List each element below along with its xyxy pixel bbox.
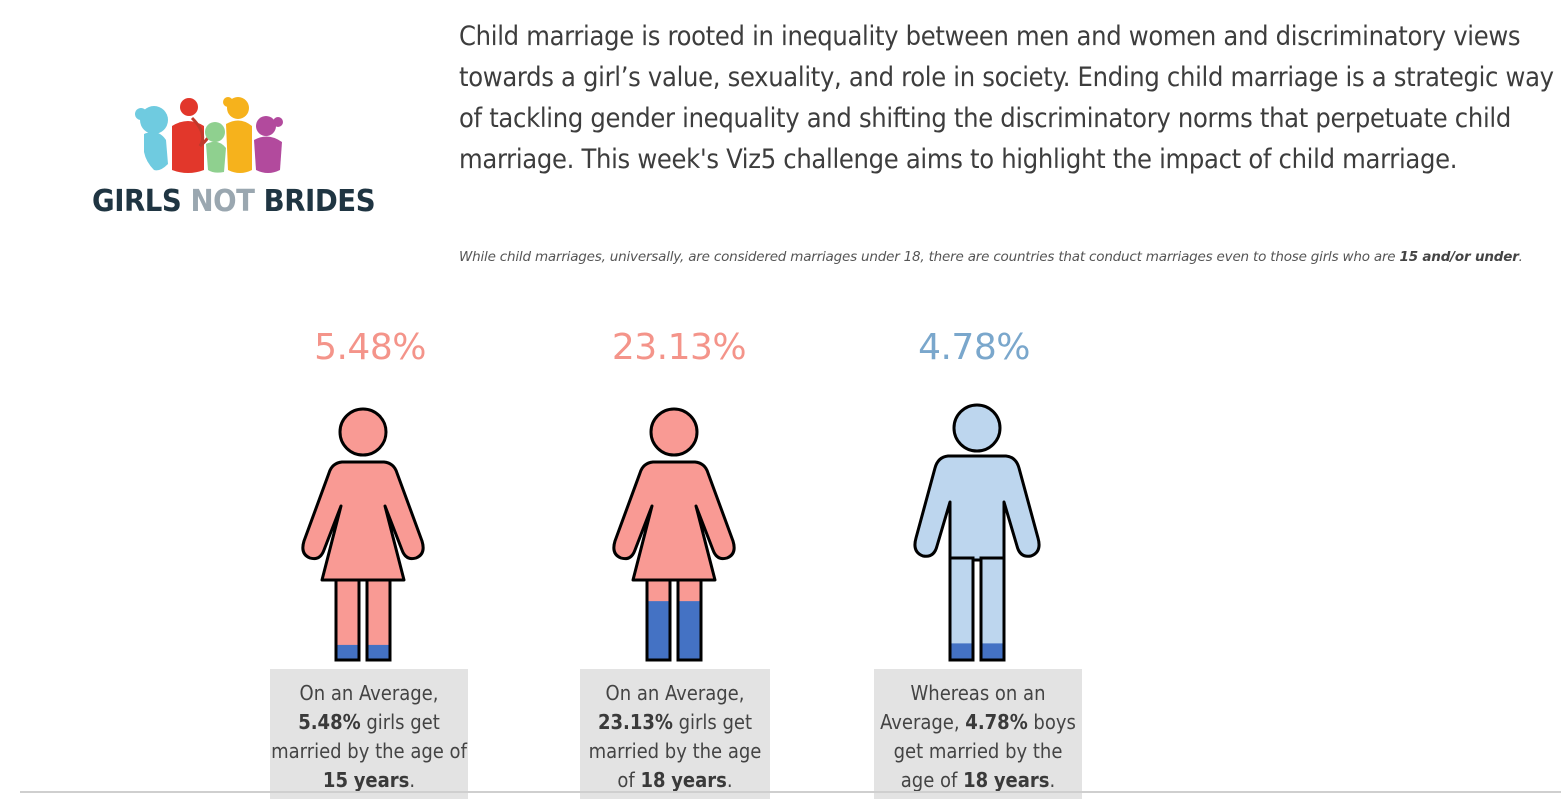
caption-mid: girls get married by the age of — [271, 710, 467, 763]
logo-wordmark: GIRLS NOT BRIDES — [92, 184, 376, 219]
caption-percent: 4.78% — [965, 710, 1028, 734]
logo-word-brides: BRIDES — [263, 184, 376, 219]
intro-paragraph: Child marriage is rooted in inequality b… — [459, 21, 1554, 175]
caption-girls-15: On an Average, 5.48% girls get married b… — [270, 669, 468, 799]
logo-word-not: NOT — [190, 184, 255, 219]
caption-pre: Whereas on an Average, — [880, 681, 1046, 734]
caption-percent: 5.48% — [298, 710, 361, 734]
stat-girls-15: 5.48% — [314, 327, 426, 368]
caption-age: 18 — [963, 768, 989, 792]
girl-figure-18 — [609, 400, 739, 666]
fill-level-right — [982, 643, 1003, 659]
fill-level-left — [337, 644, 358, 659]
female-person-icon — [301, 407, 425, 662]
girl-figure-15 — [298, 400, 428, 666]
note-main: While child marriages, universally, are … — [459, 249, 1400, 265]
stat-boys-18: 4.78% — [918, 327, 1030, 368]
caption-unit: years — [993, 768, 1050, 792]
caption-age: 15 — [322, 768, 348, 792]
caption-mid: girls get married by the age of — [588, 710, 762, 792]
caption-end: . — [1049, 768, 1056, 792]
stat-girls-18: 23.13% — [611, 327, 747, 368]
fill-level-right — [368, 644, 389, 659]
caption-pre: On an Average, — [605, 681, 745, 705]
caption-end: . — [409, 768, 416, 792]
caption-pre: On an Average, — [299, 681, 439, 705]
fill-level-right — [679, 601, 700, 659]
caption-unit: years — [353, 768, 410, 792]
caption-girls-18: On an Average, 23.13% girls get married … — [580, 669, 770, 799]
boy-figure-18 — [912, 400, 1042, 666]
caption-age: 18 — [640, 768, 666, 792]
caption-unit: years — [671, 768, 727, 792]
logo-figures-icon — [135, 97, 283, 173]
caption-end: . — [726, 768, 733, 792]
note-text: While child marriages, universally, are … — [459, 247, 1544, 268]
caption-percent: 23.13% — [597, 710, 673, 734]
fill-level-left — [951, 643, 972, 659]
fill-level-left — [648, 601, 669, 659]
caption-mid: boys get married by the age of — [893, 710, 1076, 792]
bottom-divider — [20, 791, 1561, 793]
logo-word-girls: GIRLS — [92, 184, 182, 219]
male-person-icon — [913, 403, 1041, 662]
note-bold: 15 and/or under — [1399, 249, 1519, 265]
caption-boys-18: Whereas on an Average, 4.78% boys get ma… — [874, 669, 1082, 799]
girls-not-brides-logo: GIRLS NOT BRIDES — [88, 92, 376, 224]
female-person-icon — [612, 407, 736, 662]
note-end: . — [1518, 249, 1523, 265]
